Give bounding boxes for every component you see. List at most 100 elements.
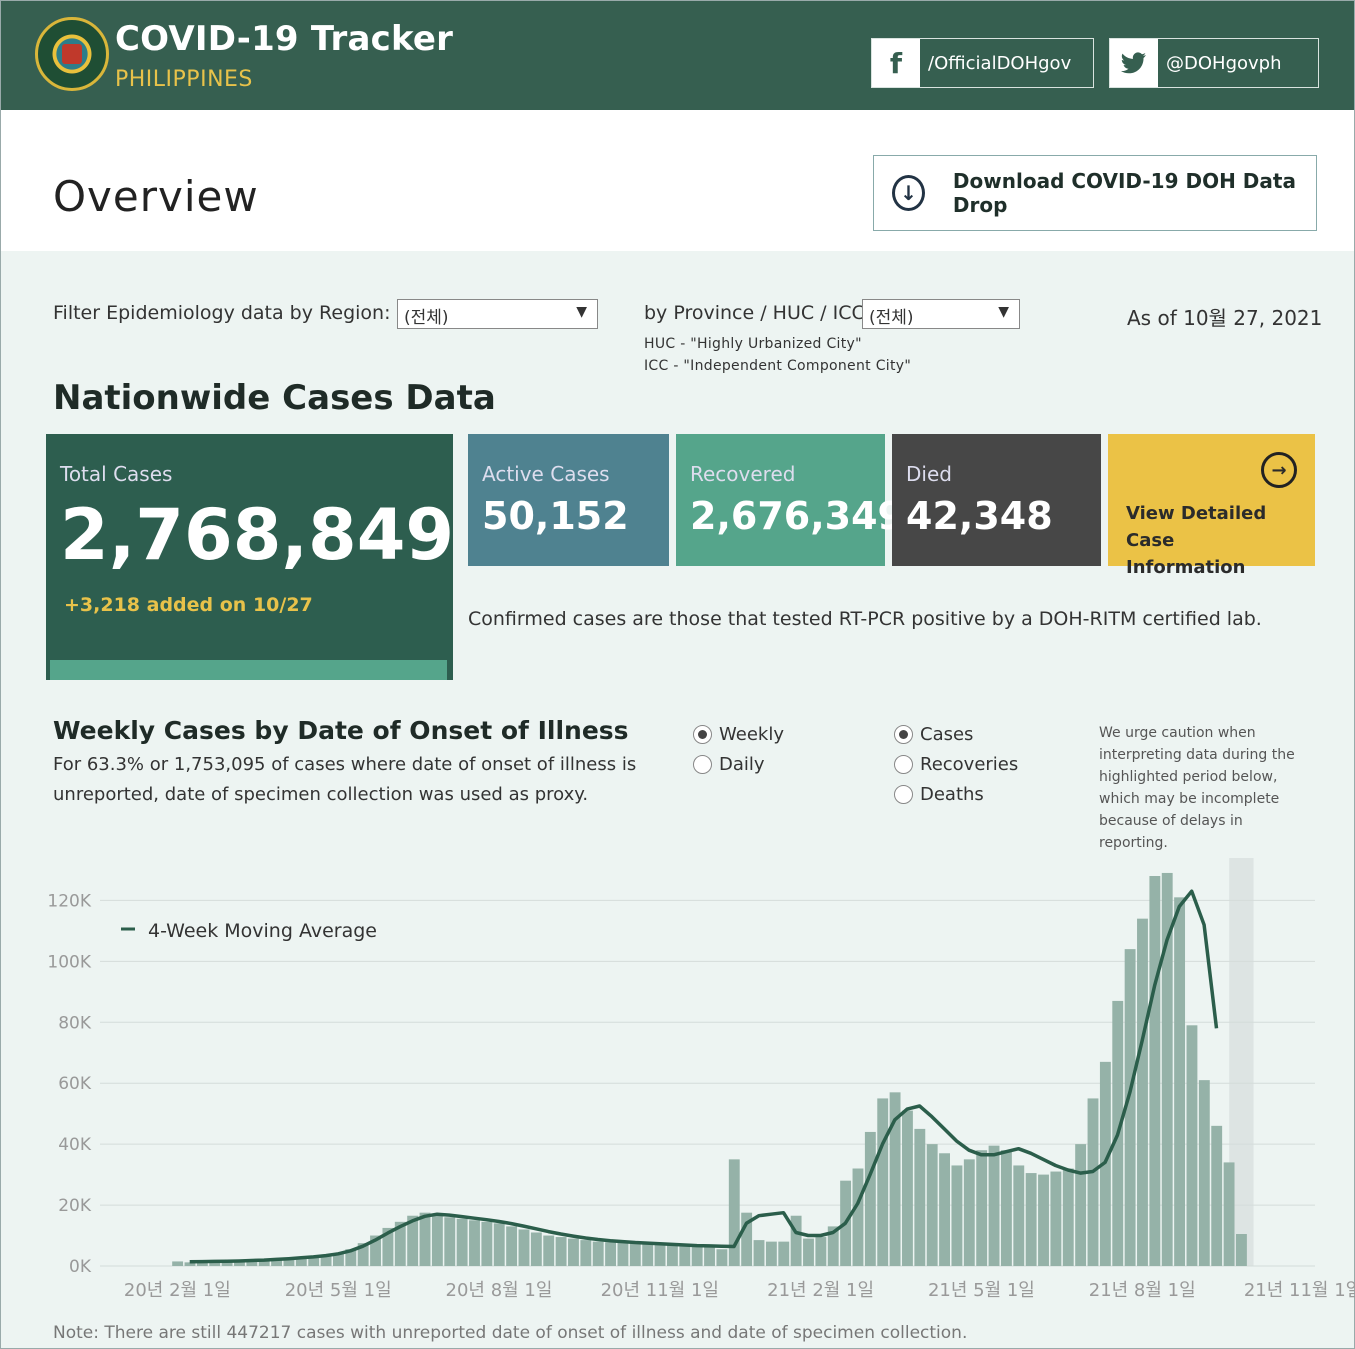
weekly-case-bar bbox=[926, 1144, 938, 1266]
weekly-case-bar bbox=[963, 1159, 975, 1266]
radio-deaths[interactable]: Deaths bbox=[894, 784, 984, 805]
region-select[interactable]: (전체) ▼ bbox=[397, 299, 598, 329]
weekly-case-bar bbox=[765, 1241, 777, 1266]
confirmed-note: Confirmed cases are those that tested RT… bbox=[468, 608, 1262, 630]
province-filter-label: by Province / HUC / ICC: bbox=[644, 302, 872, 324]
weekly-case-bar bbox=[1198, 1080, 1210, 1266]
weekly-case-bar bbox=[308, 1256, 320, 1266]
weekly-case-bar bbox=[592, 1241, 604, 1266]
weekly-case-bar bbox=[543, 1235, 555, 1266]
view-detailed-label: View Detailed Case Information bbox=[1126, 503, 1267, 578]
caution-note: We urge caution when interpreting data d… bbox=[1099, 725, 1295, 851]
weekly-case-bar bbox=[864, 1131, 876, 1266]
active-cases-label: Active Cases bbox=[482, 462, 610, 486]
weekly-case-bar bbox=[778, 1241, 790, 1266]
y-tick-label: 120K bbox=[47, 891, 91, 911]
weekly-case-bar bbox=[394, 1221, 406, 1266]
weekly-case-bar bbox=[456, 1218, 468, 1266]
recovered-label: Recovered bbox=[690, 462, 796, 486]
dropdown-arrow-icon: ▼ bbox=[998, 304, 1009, 320]
total-cases-bar bbox=[50, 660, 447, 680]
twitter-link[interactable]: @DOHgovph bbox=[1109, 38, 1319, 88]
radio-weekly[interactable]: Weekly bbox=[693, 724, 784, 745]
weekly-case-bar bbox=[976, 1150, 988, 1266]
footnote: Note: There are still 447217 cases with … bbox=[53, 1323, 968, 1343]
recovered-card: Recovered 2,676,349 bbox=[676, 434, 904, 566]
weekly-case-bar bbox=[1050, 1171, 1062, 1266]
weekly-case-bar bbox=[271, 1258, 283, 1266]
weekly-cases-chart[interactable]: 0K 20K 40K 60K 80K 100K 120K 4-Week Moving Aver… bbox=[0, 852, 1355, 1317]
weekly-case-bar bbox=[1236, 1234, 1247, 1266]
weekly-case-bar bbox=[506, 1226, 518, 1266]
weekly-case-bar bbox=[753, 1240, 765, 1266]
weekly-case-bar bbox=[679, 1245, 691, 1266]
radio-deaths-label: Deaths bbox=[920, 784, 984, 805]
weekly-case-bar bbox=[629, 1243, 641, 1266]
dropdown-arrow-icon: ▼ bbox=[576, 304, 587, 320]
weekly-case-bar bbox=[1062, 1168, 1074, 1266]
app-subtitle: PHILIPPINES bbox=[115, 67, 253, 92]
radio-selected-icon bbox=[894, 725, 913, 744]
y-tick-label: 20K bbox=[58, 1196, 92, 1216]
weekly-case-bar bbox=[1000, 1150, 1012, 1266]
icc-note: ICC - "Independent Component City" bbox=[644, 358, 912, 374]
y-tick-label: 80K bbox=[58, 1013, 92, 1033]
radio-selected-icon bbox=[693, 725, 712, 744]
weekly-case-bar bbox=[172, 1261, 184, 1266]
weekly-case-bar bbox=[790, 1215, 802, 1266]
weekly-case-bar bbox=[345, 1249, 357, 1266]
weekly-case-bar bbox=[1075, 1144, 1087, 1266]
twitter-label: @DOHgovph bbox=[1166, 52, 1282, 74]
overview-title: Overview bbox=[53, 172, 259, 221]
x-tick-label: 20년 8월 1일 bbox=[446, 1280, 553, 1301]
y-tick-label: 100K bbox=[47, 952, 91, 972]
weekly-case-bar bbox=[642, 1244, 654, 1266]
x-tick-label: 21년 8월 1일 bbox=[1089, 1280, 1196, 1301]
weekly-case-bar bbox=[741, 1212, 753, 1266]
province-select-value: (전체) bbox=[869, 308, 914, 328]
twitter-icon bbox=[1110, 39, 1158, 87]
weekly-case-bar bbox=[988, 1145, 1000, 1266]
facebook-link[interactable]: f /OfficialDOHgov bbox=[871, 38, 1094, 88]
weekly-title: Weekly Cases by Date of Onset of Illness bbox=[53, 716, 629, 745]
weekly-case-bar bbox=[196, 1261, 208, 1266]
died-label: Died bbox=[906, 462, 952, 486]
weekly-case-bar bbox=[666, 1245, 678, 1266]
weekly-case-bar bbox=[877, 1098, 889, 1266]
weekly-case-bar bbox=[1025, 1173, 1037, 1266]
radio-cases[interactable]: Cases bbox=[894, 724, 973, 745]
weekly-case-bar bbox=[728, 1159, 740, 1266]
view-detailed-info-button[interactable]: → View Detailed Case Information bbox=[1108, 434, 1315, 578]
weekly-case-bar bbox=[914, 1128, 926, 1266]
legend-label: 4-Week Moving Average bbox=[148, 920, 377, 942]
weekly-case-bar bbox=[419, 1212, 431, 1266]
download-data-button[interactable]: ↓ Download COVID-19 DOH Data Drop bbox=[873, 155, 1317, 231]
top-header: COVID-19 Tracker PHILIPPINES f /Official… bbox=[1, 1, 1354, 110]
radio-unselected-icon bbox=[693, 755, 712, 774]
weekly-case-bar bbox=[654, 1244, 666, 1266]
region-filter-label: Filter Epidemiology data by Region: bbox=[53, 302, 391, 324]
weekly-case-bar bbox=[246, 1259, 258, 1266]
weekly-case-bar bbox=[1186, 1025, 1198, 1266]
total-cases-value: 2,768,849 bbox=[60, 494, 455, 576]
weekly-case-bar bbox=[555, 1237, 567, 1266]
x-tick-label: 20년 2월 1일 bbox=[124, 1280, 231, 1301]
added-cases: +3,218 added on 10/27 bbox=[64, 594, 313, 616]
weekly-case-bar bbox=[469, 1220, 480, 1266]
x-tick-label: 21년 5월 1일 bbox=[928, 1280, 1035, 1301]
facebook-label: /OfficialDOHgov bbox=[928, 52, 1072, 74]
arrow-right-icon: → bbox=[1261, 452, 1297, 488]
weekly-case-bar bbox=[1149, 876, 1161, 1266]
weekly-case-bar bbox=[1161, 872, 1173, 1266]
weekly-case-bar bbox=[530, 1232, 542, 1266]
radio-daily[interactable]: Daily bbox=[693, 754, 765, 775]
weekly-case-bar bbox=[815, 1237, 827, 1266]
weekly-case-bar bbox=[568, 1238, 579, 1266]
weekly-case-bar bbox=[370, 1235, 381, 1266]
province-select[interactable]: (전체) ▼ bbox=[862, 299, 1020, 329]
weekly-case-bar bbox=[1137, 918, 1148, 1266]
weekly-case-bar bbox=[221, 1260, 233, 1266]
weekly-case-bar bbox=[407, 1215, 419, 1266]
radio-recoveries[interactable]: Recoveries bbox=[894, 754, 1018, 775]
weekly-case-bar bbox=[902, 1110, 913, 1266]
